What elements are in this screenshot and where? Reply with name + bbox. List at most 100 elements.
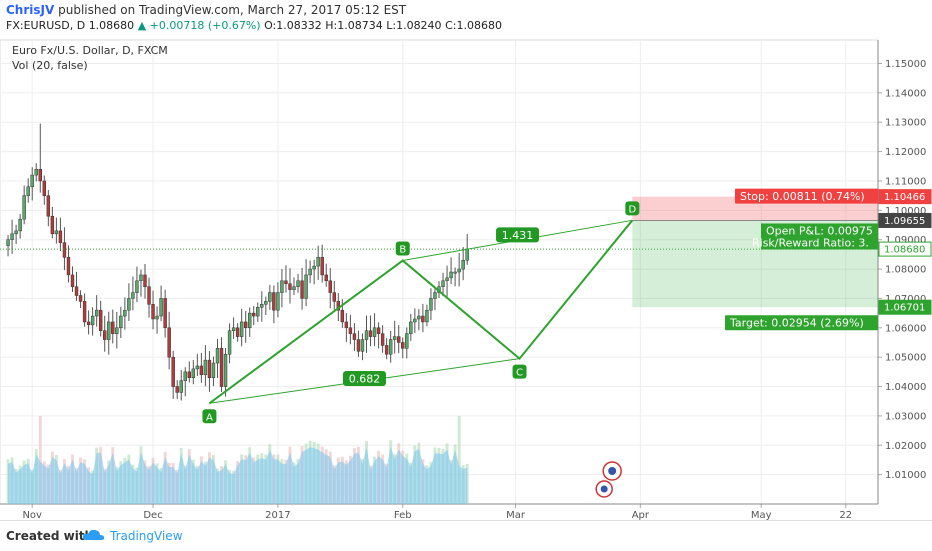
candle-body [272, 292, 276, 311]
candle-body [344, 321, 349, 329]
candle-body [421, 315, 425, 323]
pattern-point-c-label: C [516, 368, 523, 379]
candle-body [151, 304, 155, 320]
axis-last-price: 1.08680 [884, 245, 925, 256]
candle-body [264, 301, 268, 305]
candle-body [401, 342, 405, 349]
candle-body [62, 242, 67, 258]
candle-body [115, 327, 119, 334]
candle-body [78, 295, 83, 302]
candle-body [131, 292, 135, 299]
candle-body [380, 333, 385, 346]
candle-body [348, 327, 353, 334]
y-tick-label: 1.10000 [885, 206, 926, 217]
candle-body [449, 271, 453, 279]
candle-body [320, 257, 324, 276]
candle-body [123, 309, 127, 317]
candle-body [46, 195, 51, 217]
candle-body [159, 298, 163, 317]
y-tick-label: 1.01000 [885, 470, 926, 481]
candle-body [461, 260, 465, 270]
plot-area[interactable] [0, 39, 879, 505]
abcd-pattern-line[interactable] [208, 219, 634, 405]
candle-body [94, 309, 99, 317]
pnl-box [761, 223, 878, 250]
economic-event-icon-center [608, 467, 617, 475]
pattern-point-a-label: A [206, 412, 213, 423]
created-with-label: Created with [6, 529, 94, 543]
candle-body [215, 348, 220, 364]
candle-body [300, 280, 304, 299]
pattern-point-a-bg[interactable] [202, 409, 217, 424]
candle-body [38, 168, 42, 182]
price-chart[interactable]: 1.01000 1.02000 1.03000 1.04000 1.05000 1.060… [0, 36, 932, 520]
x-tick-label: May [751, 510, 772, 520]
candle-body [429, 298, 433, 311]
candle-body [179, 380, 183, 393]
volume-bar [38, 416, 42, 504]
candle-body [292, 286, 296, 290]
y-tick-label: 1.03000 [885, 411, 926, 422]
y-tick-label: 1.06000 [885, 323, 926, 334]
candle-body [135, 280, 139, 293]
pattern-point-d-bg[interactable] [625, 201, 640, 216]
change-value: ▲ +0.00718 (+0.67%) [137, 19, 261, 32]
candle-body [147, 286, 151, 305]
candle-body [340, 309, 345, 323]
candle-body [352, 333, 357, 340]
candle-body [66, 257, 71, 276]
axis-stop-price-bg [878, 189, 932, 205]
candle-body [465, 248, 469, 261]
y-tick-label: 1.09000 [885, 235, 926, 246]
candle-body [171, 356, 175, 387]
candle-body [304, 274, 308, 299]
axis-entry-price: 1.09655 [884, 216, 925, 227]
candle-body [360, 339, 365, 352]
economic-event-icon-center [600, 485, 608, 493]
last-price: 1.08680 [88, 19, 135, 32]
candle-body [74, 286, 79, 296]
x-tick-label: 2017 [265, 510, 290, 520]
candle-body [260, 304, 264, 308]
candle-body [143, 274, 147, 287]
y-tick-label: 1.08000 [885, 265, 926, 276]
stop-label: Stop: 0.00811 (0.74%) [740, 190, 865, 203]
candle-body [392, 336, 397, 340]
pnl-label: Open P&L: 0.00975 [766, 224, 873, 237]
candle-body [107, 321, 111, 340]
y-tick-label: 1.14000 [885, 88, 926, 99]
candle-body [103, 330, 107, 340]
target-label-bg [725, 315, 878, 331]
candle-body [34, 168, 38, 176]
candle-body [413, 318, 417, 323]
volume-bar [465, 463, 469, 504]
published-text: published on TradingView.com, March 27, … [58, 3, 407, 17]
volume-indicator-label: Vol (20, false) [12, 59, 88, 72]
candle-body [195, 365, 200, 370]
candle-body [111, 321, 115, 334]
candle-body [405, 333, 409, 349]
tradingview-brand-link[interactable]: TradingView [110, 529, 183, 543]
y-tick-label: 1.04000 [885, 382, 926, 393]
candle-body [388, 339, 393, 355]
candle-body [248, 312, 252, 329]
candle-body [312, 265, 316, 270]
candle-body [231, 327, 236, 331]
axis-stop-price: 1.10466 [884, 192, 925, 203]
candle-body [207, 359, 212, 378]
candle-body [175, 386, 179, 393]
candle-body [409, 321, 413, 334]
axis-entry-price-bg [878, 212, 932, 228]
pattern-point-c-bg[interactable] [512, 364, 527, 379]
candle-body [223, 353, 228, 387]
candle-body [252, 312, 256, 317]
candle-body [453, 271, 457, 274]
open-value: O:1.08332 [264, 19, 322, 32]
author-link[interactable]: ChrisJV [6, 3, 55, 17]
candle-body [243, 321, 248, 329]
pattern-point-b-bg[interactable] [395, 241, 410, 256]
x-tick-label: 22 [839, 510, 852, 520]
candle-body [203, 359, 208, 376]
candle-body [308, 268, 312, 276]
candle-body [336, 301, 341, 311]
